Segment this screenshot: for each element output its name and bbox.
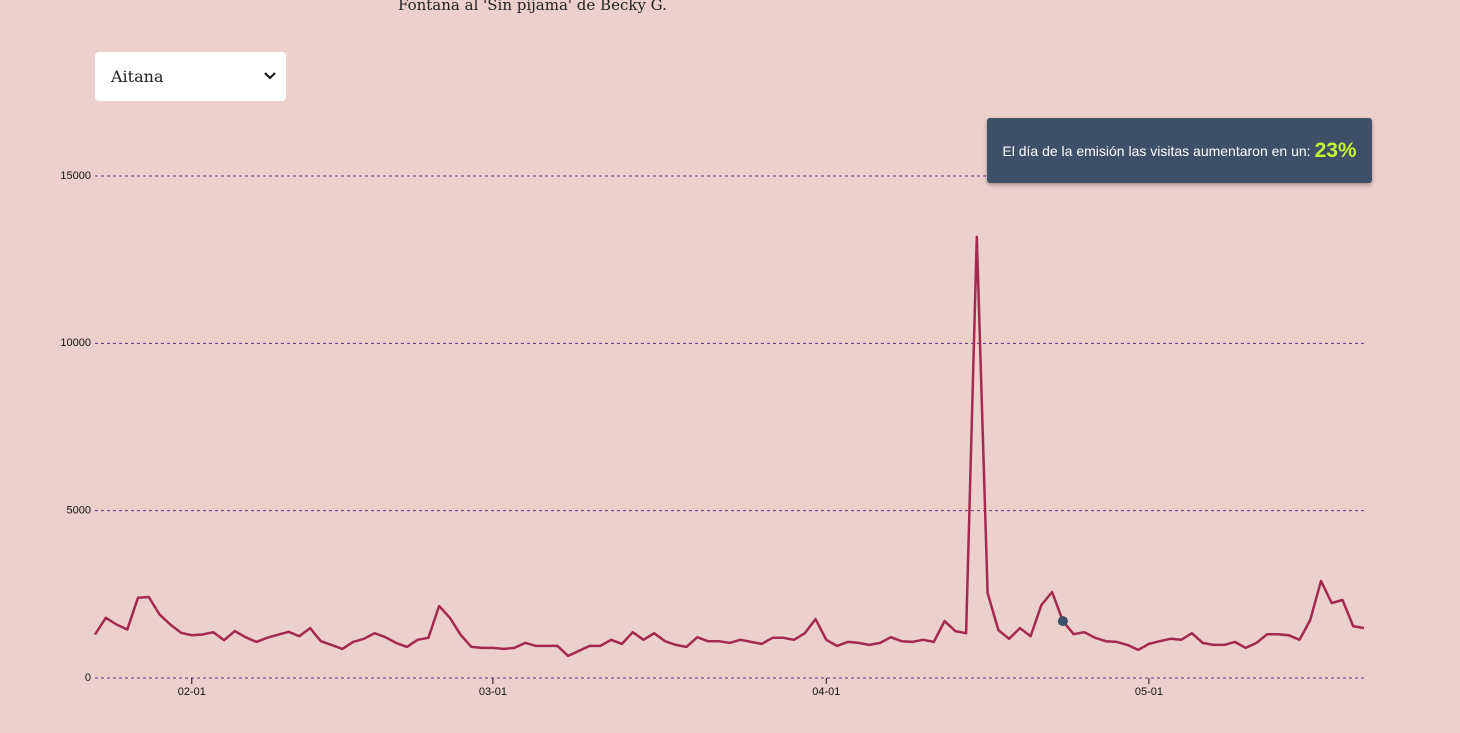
tooltip-text: El día de la emisión las visitas aumenta… [1002,142,1311,159]
x-tick-label: 04-01 [812,686,840,698]
artist-dropdown[interactable]: Aitana [95,52,286,101]
x-tick-label: 02-01 [178,686,206,698]
header-text: Fontana al 'Sin pijama' de Becky G. [398,0,667,14]
x-tick-label: 05-01 [1135,686,1163,698]
y-tick-label: 0 [85,672,91,684]
tooltip-value: 23% [1314,138,1357,162]
y-tick-label: 15000 [60,170,91,182]
tooltip: El día de la emisión las visitas aumenta… [987,118,1372,183]
y-tick-label: 10000 [60,337,91,349]
chevron [264,72,276,80]
dropdown-value: Aitana [111,67,164,86]
line [93,235,1365,658]
highlight-point [1057,616,1068,627]
x-tick-label: 03-01 [479,686,507,698]
y-tick-label: 5000 [67,505,91,517]
